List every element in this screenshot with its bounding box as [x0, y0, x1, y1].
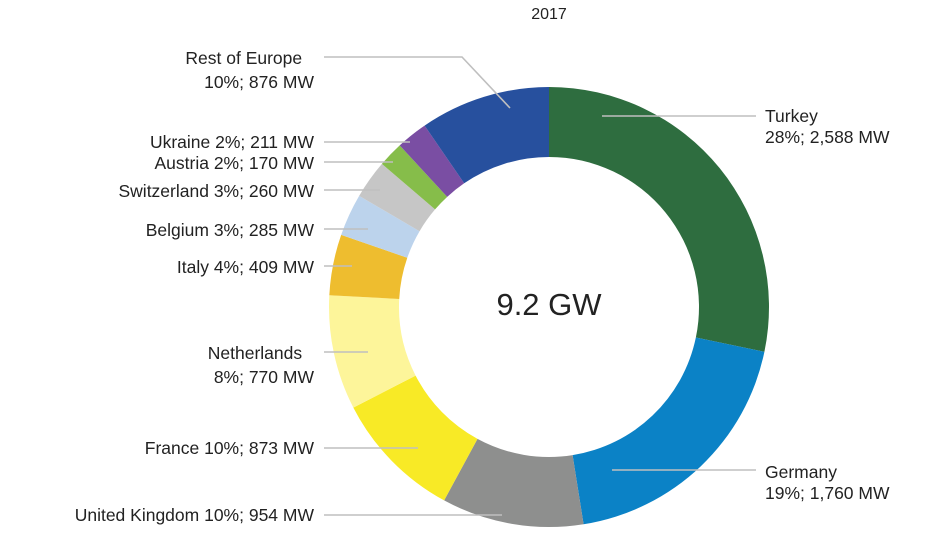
- slice-germany: [572, 337, 765, 525]
- slice-belgium: [341, 195, 420, 258]
- label-turkey: Turkey 28%; 2,588 MW: [765, 106, 890, 147]
- label-germany-value: 19%; 1,760 MW: [765, 483, 890, 503]
- chart-subtitle: 2017: [531, 6, 567, 23]
- label-netherlands: Netherlands 8%; 770 MW: [208, 343, 315, 387]
- slice-switzerland: [359, 163, 436, 232]
- donut-slices: [328, 87, 769, 527]
- slice-turkey: [549, 87, 769, 352]
- label-italy: Italy 4%; 409 MW: [177, 257, 315, 277]
- slice-rest-of-europe: [424, 87, 549, 184]
- label-united-kingdom: United Kingdom 10%; 954 MW: [75, 505, 315, 525]
- label-germany-name: Germany: [765, 462, 837, 482]
- label-netherlands-value: 8%; 770 MW: [214, 367, 315, 387]
- label-netherlands-name: Netherlands: [208, 343, 303, 363]
- slice-austria: [381, 145, 448, 210]
- label-rest-of-europe: Rest of Europe 10%; 876 MW: [185, 48, 314, 92]
- label-rest-of-europe-value: 10%; 876 MW: [204, 72, 314, 92]
- label-turkey-name: Turkey: [765, 106, 818, 126]
- label-austria: Austria 2%; 170 MW: [155, 153, 315, 173]
- slice-united-kingdom: [444, 438, 584, 527]
- label-rest-of-europe-name: Rest of Europe: [185, 48, 302, 68]
- center-total-label: 9.2 GW: [496, 287, 602, 322]
- label-germany: Germany 19%; 1,760 MW: [765, 462, 890, 503]
- slice-france: [353, 375, 478, 501]
- label-switzerland: Switzerland 3%; 260 MW: [119, 181, 315, 201]
- slice-italy: [329, 234, 408, 299]
- leader-line-rest-of-europe: [324, 56, 511, 109]
- slice-netherlands: [328, 295, 416, 408]
- label-turkey-value: 28%; 2,588 MW: [765, 127, 890, 147]
- leader-lines: [324, 56, 756, 516]
- slice-labels: Turkey 28%; 2,588 MW Germany 19%; 1,760 …: [75, 48, 890, 525]
- slice-ukraine: [399, 125, 465, 197]
- label-france: France 10%; 873 MW: [145, 438, 315, 458]
- label-ukraine: Ukraine 2%; 211 MW: [150, 132, 315, 152]
- label-belgium: Belgium 3%; 285 MW: [146, 220, 315, 240]
